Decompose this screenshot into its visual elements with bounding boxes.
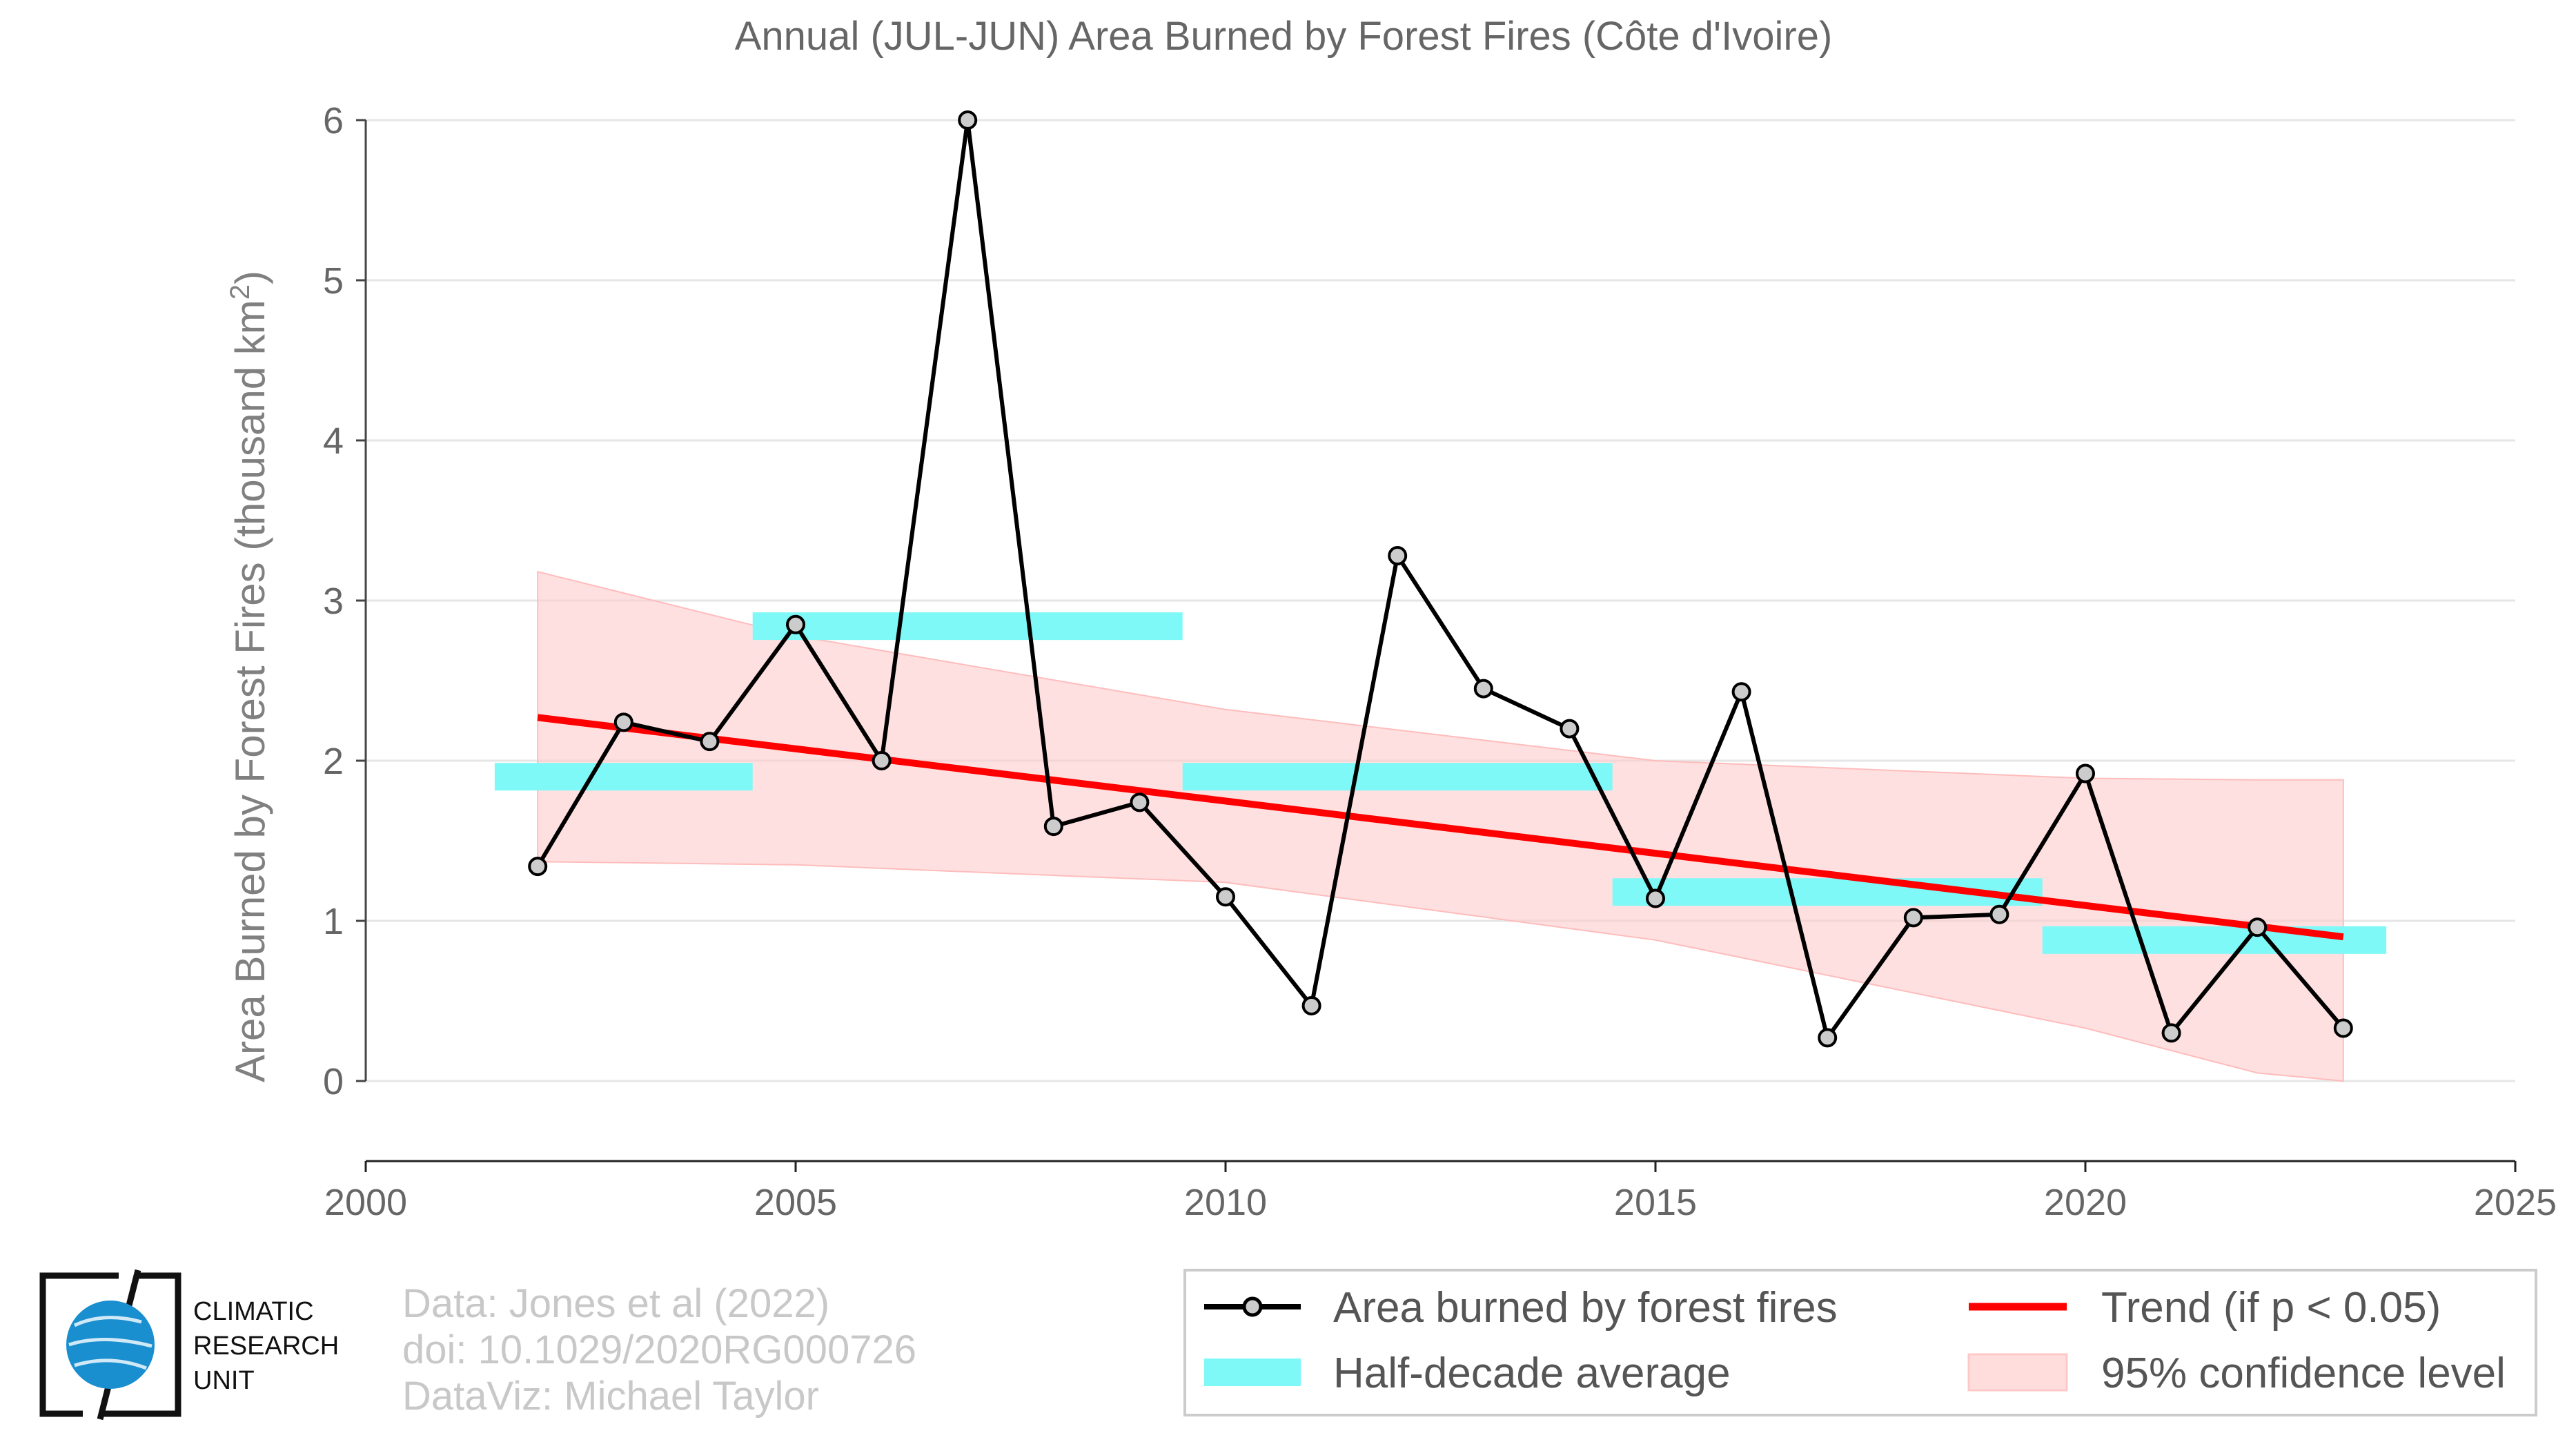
x-tick-label-2000: 2000 bbox=[324, 1182, 407, 1223]
y-axis-label-main: Area Burned by Forest Fires (thousand km bbox=[227, 300, 273, 1082]
logo-line-3: UNIT bbox=[193, 1366, 255, 1395]
data-point-2011 bbox=[1301, 995, 1321, 1015]
x-tick-label-2005: 2005 bbox=[754, 1182, 837, 1223]
credit-doi: doi: 10.1029/2020RG000726 bbox=[402, 1327, 916, 1372]
credit-data: Data: Jones et al (2022) bbox=[402, 1281, 829, 1326]
data-point-2014 bbox=[1560, 719, 1580, 739]
legend-label-half-decade: Half-decade average bbox=[1333, 1350, 1731, 1397]
data-point-2023 bbox=[2333, 1018, 2353, 1038]
legend-label-confidence: 95% confidence level bbox=[2101, 1350, 2506, 1397]
data-point-2002 bbox=[528, 857, 548, 877]
y-tick-label-0: 0 bbox=[323, 1061, 344, 1102]
legend-key-series-marker bbox=[1242, 1296, 1263, 1317]
y-tick-label-1: 1 bbox=[323, 901, 344, 942]
y-tick-label-4: 4 bbox=[323, 420, 344, 462]
data-point-2008 bbox=[1043, 817, 1063, 837]
data-point-2021 bbox=[2161, 1023, 2181, 1043]
globe-icon bbox=[66, 1301, 155, 1389]
data-point-2016 bbox=[1731, 682, 1751, 702]
data-point-2013 bbox=[1473, 679, 1493, 699]
x-tick-label-2010: 2010 bbox=[1184, 1182, 1267, 1223]
series-points-group bbox=[528, 110, 2353, 1048]
half-decade-bars-group bbox=[494, 612, 2387, 954]
data-point-2007 bbox=[958, 110, 978, 130]
data-point-2022 bbox=[2248, 917, 2268, 937]
cru-logo: CLIMATIC RESEARCH UNIT bbox=[39, 1269, 339, 1421]
series-line-group bbox=[535, 118, 2346, 1040]
data-point-2019 bbox=[1989, 904, 2009, 924]
data-point-2009 bbox=[1130, 792, 1150, 812]
y-tick-label-3: 3 bbox=[323, 581, 344, 622]
legend-label-trend: Trend (if p < 0.05) bbox=[2101, 1284, 2441, 1332]
half-decade-bar-1 bbox=[752, 612, 1183, 641]
axes-group: 0 1 2 3 4 5 6 2000 2005 2010 2015 2020 2025 bbox=[323, 100, 2557, 1223]
y-tick-label-2: 2 bbox=[323, 741, 344, 782]
logo-line-2: RESEARCH bbox=[193, 1332, 339, 1361]
logo-line-1: CLIMATIC bbox=[193, 1297, 314, 1326]
data-point-2020 bbox=[2076, 763, 2095, 783]
trend-line bbox=[537, 714, 2344, 941]
data-point-2005 bbox=[786, 614, 805, 634]
data-point-2012 bbox=[1388, 546, 1408, 566]
x-tick-label-2025: 2025 bbox=[2474, 1182, 2557, 1223]
y-axis-label-close: ) bbox=[227, 271, 273, 284]
y-tick-label-6: 6 bbox=[323, 100, 344, 142]
chart-title: Annual (JUL-JUN) Area Burned by Forest F… bbox=[735, 14, 1833, 59]
x-tick-label-2020: 2020 bbox=[2044, 1182, 2127, 1223]
logo-bracket-right bbox=[104, 1272, 181, 1417]
data-point-2018 bbox=[1903, 908, 1923, 928]
legend-label-series: Area burned by forest fires bbox=[1333, 1284, 1838, 1332]
half-decade-bar-2 bbox=[1182, 763, 1613, 791]
legend: Area burned by forest fires Half-decade … bbox=[1183, 1269, 2537, 1416]
credit-dataviz: DataViz: Michael Taylor bbox=[402, 1374, 819, 1419]
y-axis-label-superscript: 2 bbox=[225, 284, 255, 300]
series-line bbox=[535, 118, 2346, 1040]
data-point-2015 bbox=[1646, 888, 1665, 908]
data-point-2010 bbox=[1216, 887, 1235, 907]
y-axis-label: Area Burned by Forest Fires (thousand km… bbox=[225, 271, 273, 1082]
data-point-2006 bbox=[872, 751, 892, 770]
legend-key-confidence bbox=[1967, 1353, 2068, 1392]
data-point-2003 bbox=[613, 712, 633, 732]
legend-box bbox=[1183, 1269, 2537, 1416]
y-tick-label-5: 5 bbox=[323, 260, 344, 302]
data-point-2004 bbox=[700, 732, 720, 752]
half-decade-bar-0 bbox=[494, 763, 753, 791]
trend-line-group bbox=[537, 714, 2344, 941]
logo-bracket-left bbox=[39, 1272, 119, 1417]
half-decade-bar-4 bbox=[2042, 926, 2387, 954]
x-tick-label-2015: 2015 bbox=[1614, 1182, 1697, 1223]
data-point-2017 bbox=[1818, 1028, 1838, 1048]
legend-key-half-decade bbox=[1204, 1359, 1301, 1386]
globe-lines bbox=[68, 1316, 153, 1370]
